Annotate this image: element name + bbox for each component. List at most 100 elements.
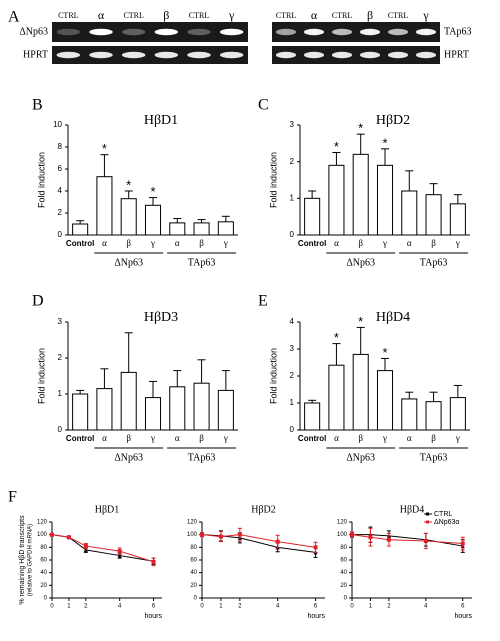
- y-tick-label: 0: [44, 596, 48, 602]
- group-label: ΔNp63: [346, 257, 375, 268]
- y-tick-label: 120: [37, 520, 48, 526]
- data-point: [83, 544, 88, 549]
- row-label: TAp63: [444, 26, 472, 37]
- y-tick-label: 60: [40, 558, 47, 564]
- gel-band: [387, 28, 409, 36]
- y-tick-label: 20: [340, 583, 347, 589]
- legend-marker: [426, 520, 429, 524]
- y-tick-label: 20: [190, 583, 197, 589]
- x-tick-label: 6: [461, 604, 465, 610]
- y-tick-label: 0: [344, 596, 348, 602]
- x-tick-label: 4: [276, 604, 280, 610]
- y-tick-label: 2: [58, 208, 63, 217]
- y-tick-label: 1: [290, 193, 295, 202]
- chart-title: HβD4: [376, 310, 410, 325]
- row-label: ΔNp63: [19, 26, 48, 37]
- y-tick-label: 100: [187, 532, 198, 538]
- bar: [217, 221, 234, 236]
- gel-band: [219, 51, 244, 59]
- gel-band: [154, 51, 179, 59]
- y-tick-label: 60: [340, 558, 347, 564]
- significance-marker: *: [382, 345, 387, 360]
- bar: [425, 194, 442, 236]
- y-tick-label: 20: [40, 583, 47, 589]
- y-tick-label: 100: [337, 532, 348, 538]
- y-tick-label: 0: [290, 230, 295, 239]
- x-tick-label: γ: [223, 433, 228, 443]
- x-tick-label: β: [126, 433, 131, 443]
- x-tick-label: β: [431, 238, 436, 248]
- bar: [193, 222, 210, 236]
- panel-label: F: [8, 489, 17, 506]
- x-tick-label: γ: [455, 433, 460, 443]
- x-axis-label: hours: [454, 613, 472, 620]
- data-point: [50, 532, 54, 537]
- x-tick-label: α: [175, 238, 180, 248]
- x-tick-label: Control: [66, 239, 94, 248]
- chart-title: HβD1: [144, 113, 178, 128]
- y-tick-label: 2: [58, 353, 63, 362]
- data-point: [423, 539, 428, 543]
- chart-title: HβD3: [144, 310, 178, 325]
- data-point: [218, 534, 223, 539]
- gel-band: [121, 51, 146, 59]
- row-label: HPRT: [23, 49, 48, 60]
- bar: [328, 164, 345, 236]
- data-point: [117, 553, 122, 558]
- bar: [449, 203, 466, 236]
- x-tick-label: 6: [152, 604, 156, 610]
- row-label: HPRT: [444, 49, 469, 60]
- gel-band: [359, 28, 381, 36]
- gel-band: [56, 28, 81, 36]
- y-tick-label: 80: [40, 545, 47, 551]
- y-tick-label: 40: [340, 570, 347, 576]
- y-tick-label: 3: [58, 317, 63, 326]
- data-point: [313, 545, 318, 550]
- y-tick-label: 80: [190, 545, 197, 551]
- lane-label: β: [367, 8, 373, 22]
- x-tick-label: α: [407, 433, 412, 443]
- significance-marker: *: [150, 184, 155, 199]
- gel-strip: [272, 46, 440, 64]
- panel-label: C: [258, 97, 269, 114]
- bar: [193, 382, 210, 431]
- legend-label: CTRL: [434, 511, 452, 518]
- y-tick-label: 0: [58, 230, 63, 239]
- data-point: [386, 537, 391, 542]
- y-tick-label: 2: [290, 157, 295, 166]
- y-axis-label: Fold induction: [268, 348, 278, 404]
- x-tick-label: β: [358, 238, 363, 248]
- y-tick-label: 6: [58, 164, 63, 173]
- y-tick-label: 10: [53, 120, 62, 129]
- gel-strip: [52, 22, 248, 42]
- bar: [304, 197, 321, 236]
- data-point: [66, 535, 71, 540]
- lane-label: CTRL: [58, 11, 79, 20]
- group-label: ΔNp63: [114, 257, 143, 268]
- lane-label: β: [163, 8, 169, 22]
- x-tick-label: 1: [219, 604, 223, 610]
- x-tick-label: α: [334, 238, 339, 248]
- y-tick-label: 60: [190, 558, 197, 564]
- bar: [96, 388, 113, 431]
- bar: [72, 393, 89, 431]
- bar: [304, 402, 321, 431]
- gel-band: [89, 51, 113, 59]
- x-tick-label: Control: [66, 434, 94, 443]
- gel-band: [219, 28, 244, 36]
- y-tick-label: 8: [58, 142, 63, 151]
- data-point: [275, 539, 280, 544]
- panel-label: E: [258, 293, 268, 310]
- lane-label: γ: [422, 8, 429, 22]
- x-tick-label: α: [175, 433, 180, 443]
- panel-label: D: [32, 293, 44, 310]
- legend-marker: [426, 512, 429, 516]
- data-point: [83, 547, 88, 552]
- gel-band: [331, 51, 353, 59]
- chart-title: HβD2: [376, 113, 410, 128]
- y-tick-label: 1: [290, 398, 295, 407]
- y-tick-label: 0: [194, 596, 198, 602]
- gel-strip: [52, 46, 248, 64]
- y-tick-label: 80: [340, 545, 347, 551]
- lane-label: CTRL: [332, 11, 353, 20]
